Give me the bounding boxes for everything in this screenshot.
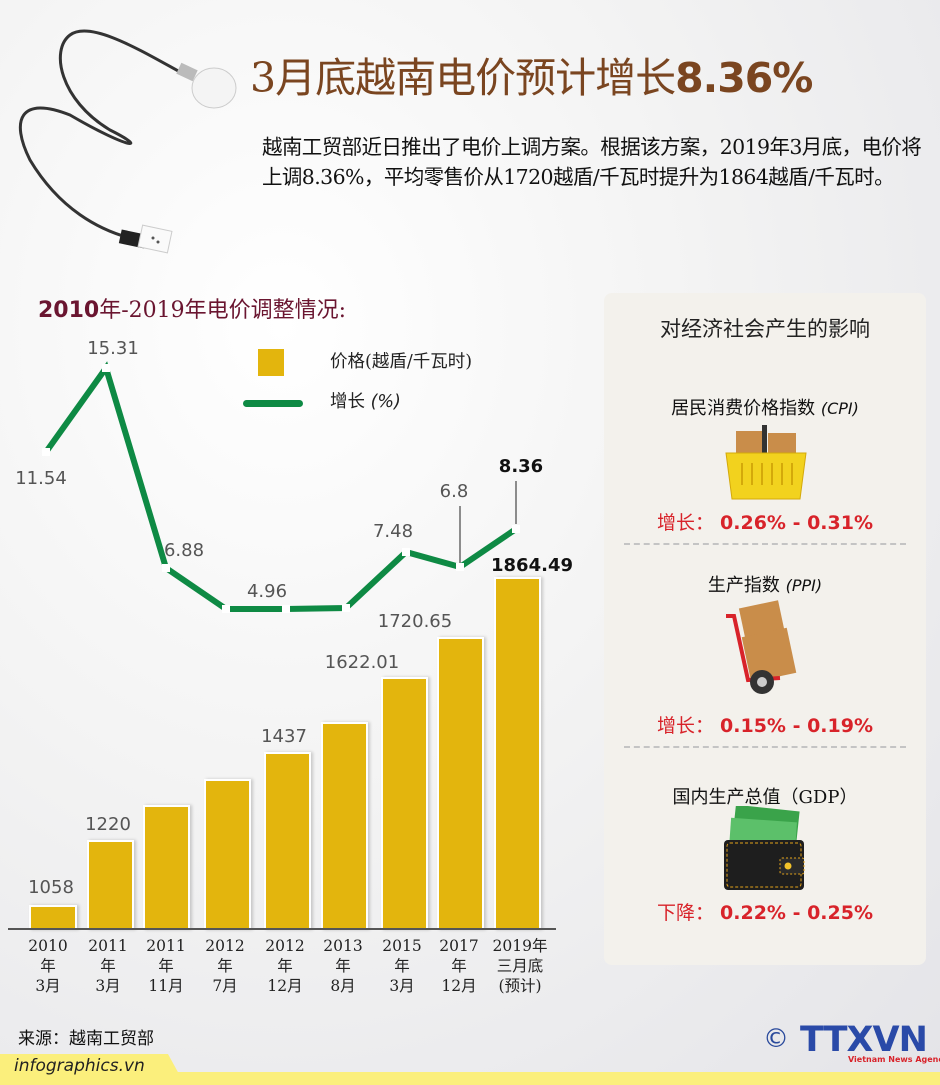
growth-line-series [42, 361, 520, 613]
x-axis-label: 2011 年 11月 [146, 937, 186, 995]
line-value-label: 6.88 [163, 540, 205, 561]
shopping-basket-icon [725, 425, 807, 500]
line-value-label: 8.36 [498, 456, 544, 477]
legend-growth-unit: (%) [370, 392, 401, 412]
bar-2019-03 [494, 577, 541, 930]
legend-price-label: 价格(越盾/千瓦时) [330, 352, 473, 372]
impact-ppi-label: 生产指数 (PPI) [707, 575, 823, 596]
site-link[interactable]: infographics.vn [14, 1056, 145, 1076]
line-value-label: 11.54 [15, 468, 67, 489]
line-value-label: 4.96 [246, 581, 288, 602]
x-axis-label: 2012 年 12月 [265, 937, 305, 995]
impact-ppi-value: 增长： 0.15% - 0.19% [656, 715, 873, 737]
line-value-label: 6.8 [439, 481, 469, 502]
x-axis-label: 2011 年 3月 [88, 937, 128, 995]
bar-value-label: 1720.65 [377, 611, 453, 632]
bar-2015-03 [381, 677, 428, 930]
ttxvn-logo: TTXVN [800, 1020, 928, 1060]
bar-value-label: 1437 [261, 726, 307, 747]
bar-value-label: 1622.01 [324, 652, 400, 673]
intro-paragraph: 越南工贸部近日推出了电价上调方案。根据该方案，2019年3月底，电价将上调8.3… [262, 135, 922, 189]
bar-value-label: 1864.49 [491, 555, 573, 576]
x-axis [8, 928, 556, 930]
title-text: 3月底越南电价预计增长 [250, 54, 676, 102]
legend-price-swatch [258, 349, 284, 376]
impact-panel: 对经济社会产生的影响 居民消费价格指数 (CPI) 增长： 0.26% - 0.… [604, 293, 926, 965]
impact-cpi-value: 增长： 0.26% - 0.31% [656, 512, 873, 534]
title-number: 8.36% [675, 54, 813, 102]
chart-title-year: 2010 [38, 298, 100, 323]
impact-gdp-label: 国内生产总值（GDP） [672, 787, 858, 808]
bar-2012-12 [264, 752, 311, 930]
hand-truck-boxes-icon [726, 600, 797, 694]
divider [624, 543, 906, 545]
x-axis-label: 2015 年 3月 [382, 937, 422, 995]
divider [624, 746, 906, 748]
logo-subtitle: Vietnam News Agency [848, 1055, 940, 1064]
line-value-label: 7.48 [372, 521, 414, 542]
bar-2010-03 [29, 905, 77, 930]
impact-panel-title: 对经济社会产生的影响 [660, 317, 870, 341]
line-value-label: 15.31 [87, 338, 139, 359]
x-axis-label: 2012 年 7月 [205, 937, 245, 995]
legend-growth-line [243, 400, 303, 407]
x-axis-label: 2019年 三月底 (预计) [492, 937, 548, 995]
x-axis-label: 2013 年 8月 [323, 937, 363, 995]
bar-value-label: 1220 [85, 814, 131, 835]
wallet-money-icon [724, 806, 805, 890]
bar-2017-12 [437, 637, 484, 930]
impact-gdp-value: 下降： 0.22% - 0.25% [656, 902, 873, 924]
source-note: 来源：越南工贸部 [18, 1029, 154, 1049]
legend-growth-label: 增长 (%) [330, 388, 401, 413]
copyright-icon: © [763, 1024, 789, 1054]
light-bulb-cable-illustration [18, 29, 237, 254]
footer-tab [0, 1054, 185, 1085]
impact-cpi-label: 居民消费价格指数 (CPI) [671, 398, 859, 419]
page-title: 3月底越南电价预计增长8.36% [250, 44, 813, 104]
x-axis-label: 2010 年 3月 [28, 937, 68, 995]
legend-growth-text: 增长 [330, 392, 365, 412]
chart-title-rest: 年-2019年电价调整情况: [99, 298, 347, 323]
bar-2011-03 [87, 840, 134, 930]
bar-2012-07 [204, 779, 251, 930]
bar-value-label: 1058 [28, 877, 74, 898]
chart-title: 2010年-2019年电价调整情况: [38, 292, 346, 324]
footer-band [0, 1072, 940, 1085]
x-axis-label: 2017 年 12月 [439, 937, 479, 995]
bar-2011-11 [143, 805, 190, 930]
bar-2013-08 [321, 722, 368, 930]
